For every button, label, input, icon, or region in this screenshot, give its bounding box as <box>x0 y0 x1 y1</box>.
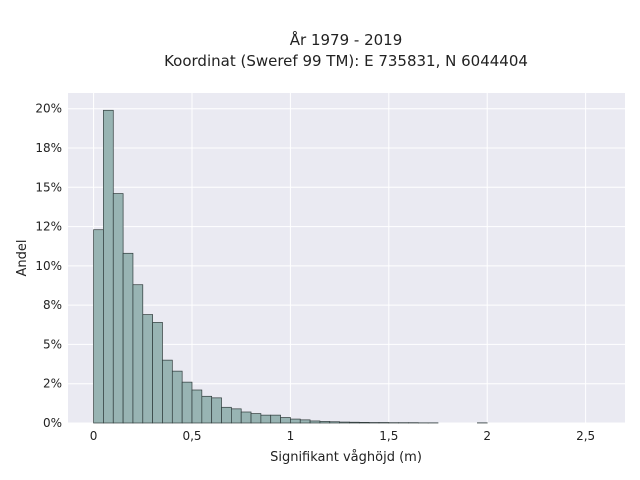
histogram-bar <box>299 419 311 424</box>
histogram-bar <box>112 193 124 424</box>
histogram-bar <box>319 421 331 424</box>
y-tick-label: 5% <box>43 337 62 351</box>
histogram-bar <box>250 413 262 424</box>
x-tick-label: 2 <box>483 429 491 443</box>
chart-title: År 1979 - 2019 <box>290 30 403 49</box>
histogram-bar <box>290 418 301 424</box>
x-axis-label: Signifikant våghöjd (m) <box>270 450 422 465</box>
y-axis-ticks: 0% 2% 5% 8% 10% 12% 15% 18% 20% <box>35 102 62 430</box>
x-axis-ticks: 0 0,5 1 1,5 2 2,5 <box>90 429 595 443</box>
histogram-bar <box>260 414 272 424</box>
histogram-bar <box>181 381 193 424</box>
chart-subtitle: Koordinat (Sweref 99 TM): E 735831, N 60… <box>164 52 528 70</box>
y-tick-label: 10% <box>35 259 62 273</box>
histogram-bar <box>349 421 360 424</box>
histogram-bar <box>309 420 321 424</box>
x-tick-label: 0,5 <box>182 429 201 443</box>
histogram-bar <box>191 389 203 424</box>
histogram-bar <box>211 397 222 424</box>
histogram-bar <box>93 229 104 424</box>
histogram-bar <box>132 284 144 424</box>
y-tick-label: 2% <box>43 377 62 391</box>
histogram-bar <box>201 395 213 424</box>
histogram-bar <box>339 421 350 424</box>
x-tick-label: 0 <box>90 429 98 443</box>
y-tick-label: 12% <box>35 220 62 234</box>
histogram-bar <box>329 421 340 424</box>
histogram-bar <box>122 252 134 424</box>
x-tick-label: 1 <box>287 429 295 443</box>
histogram-bar <box>152 322 163 424</box>
histogram-bar <box>240 411 252 424</box>
y-tick-label: 8% <box>43 298 62 312</box>
y-axis-label: Andel <box>15 240 30 277</box>
histogram-bar <box>358 422 370 424</box>
histogram-bar <box>162 359 173 424</box>
histogram-bar <box>280 417 291 424</box>
histogram-bar <box>231 408 242 424</box>
x-tick-label: 2,5 <box>576 429 595 443</box>
histogram-bar <box>221 406 232 424</box>
y-tick-label: 18% <box>35 141 62 155</box>
x-tick-label: 1,5 <box>379 429 398 443</box>
bars <box>93 109 488 424</box>
y-tick-label: 0% <box>43 416 62 430</box>
histogram-bar <box>171 370 183 424</box>
histogram-bar <box>142 314 153 424</box>
histogram-bar <box>270 414 281 424</box>
histogram-bar <box>103 109 114 424</box>
y-tick-label: 15% <box>35 180 62 194</box>
y-tick-label: 20% <box>35 102 62 116</box>
